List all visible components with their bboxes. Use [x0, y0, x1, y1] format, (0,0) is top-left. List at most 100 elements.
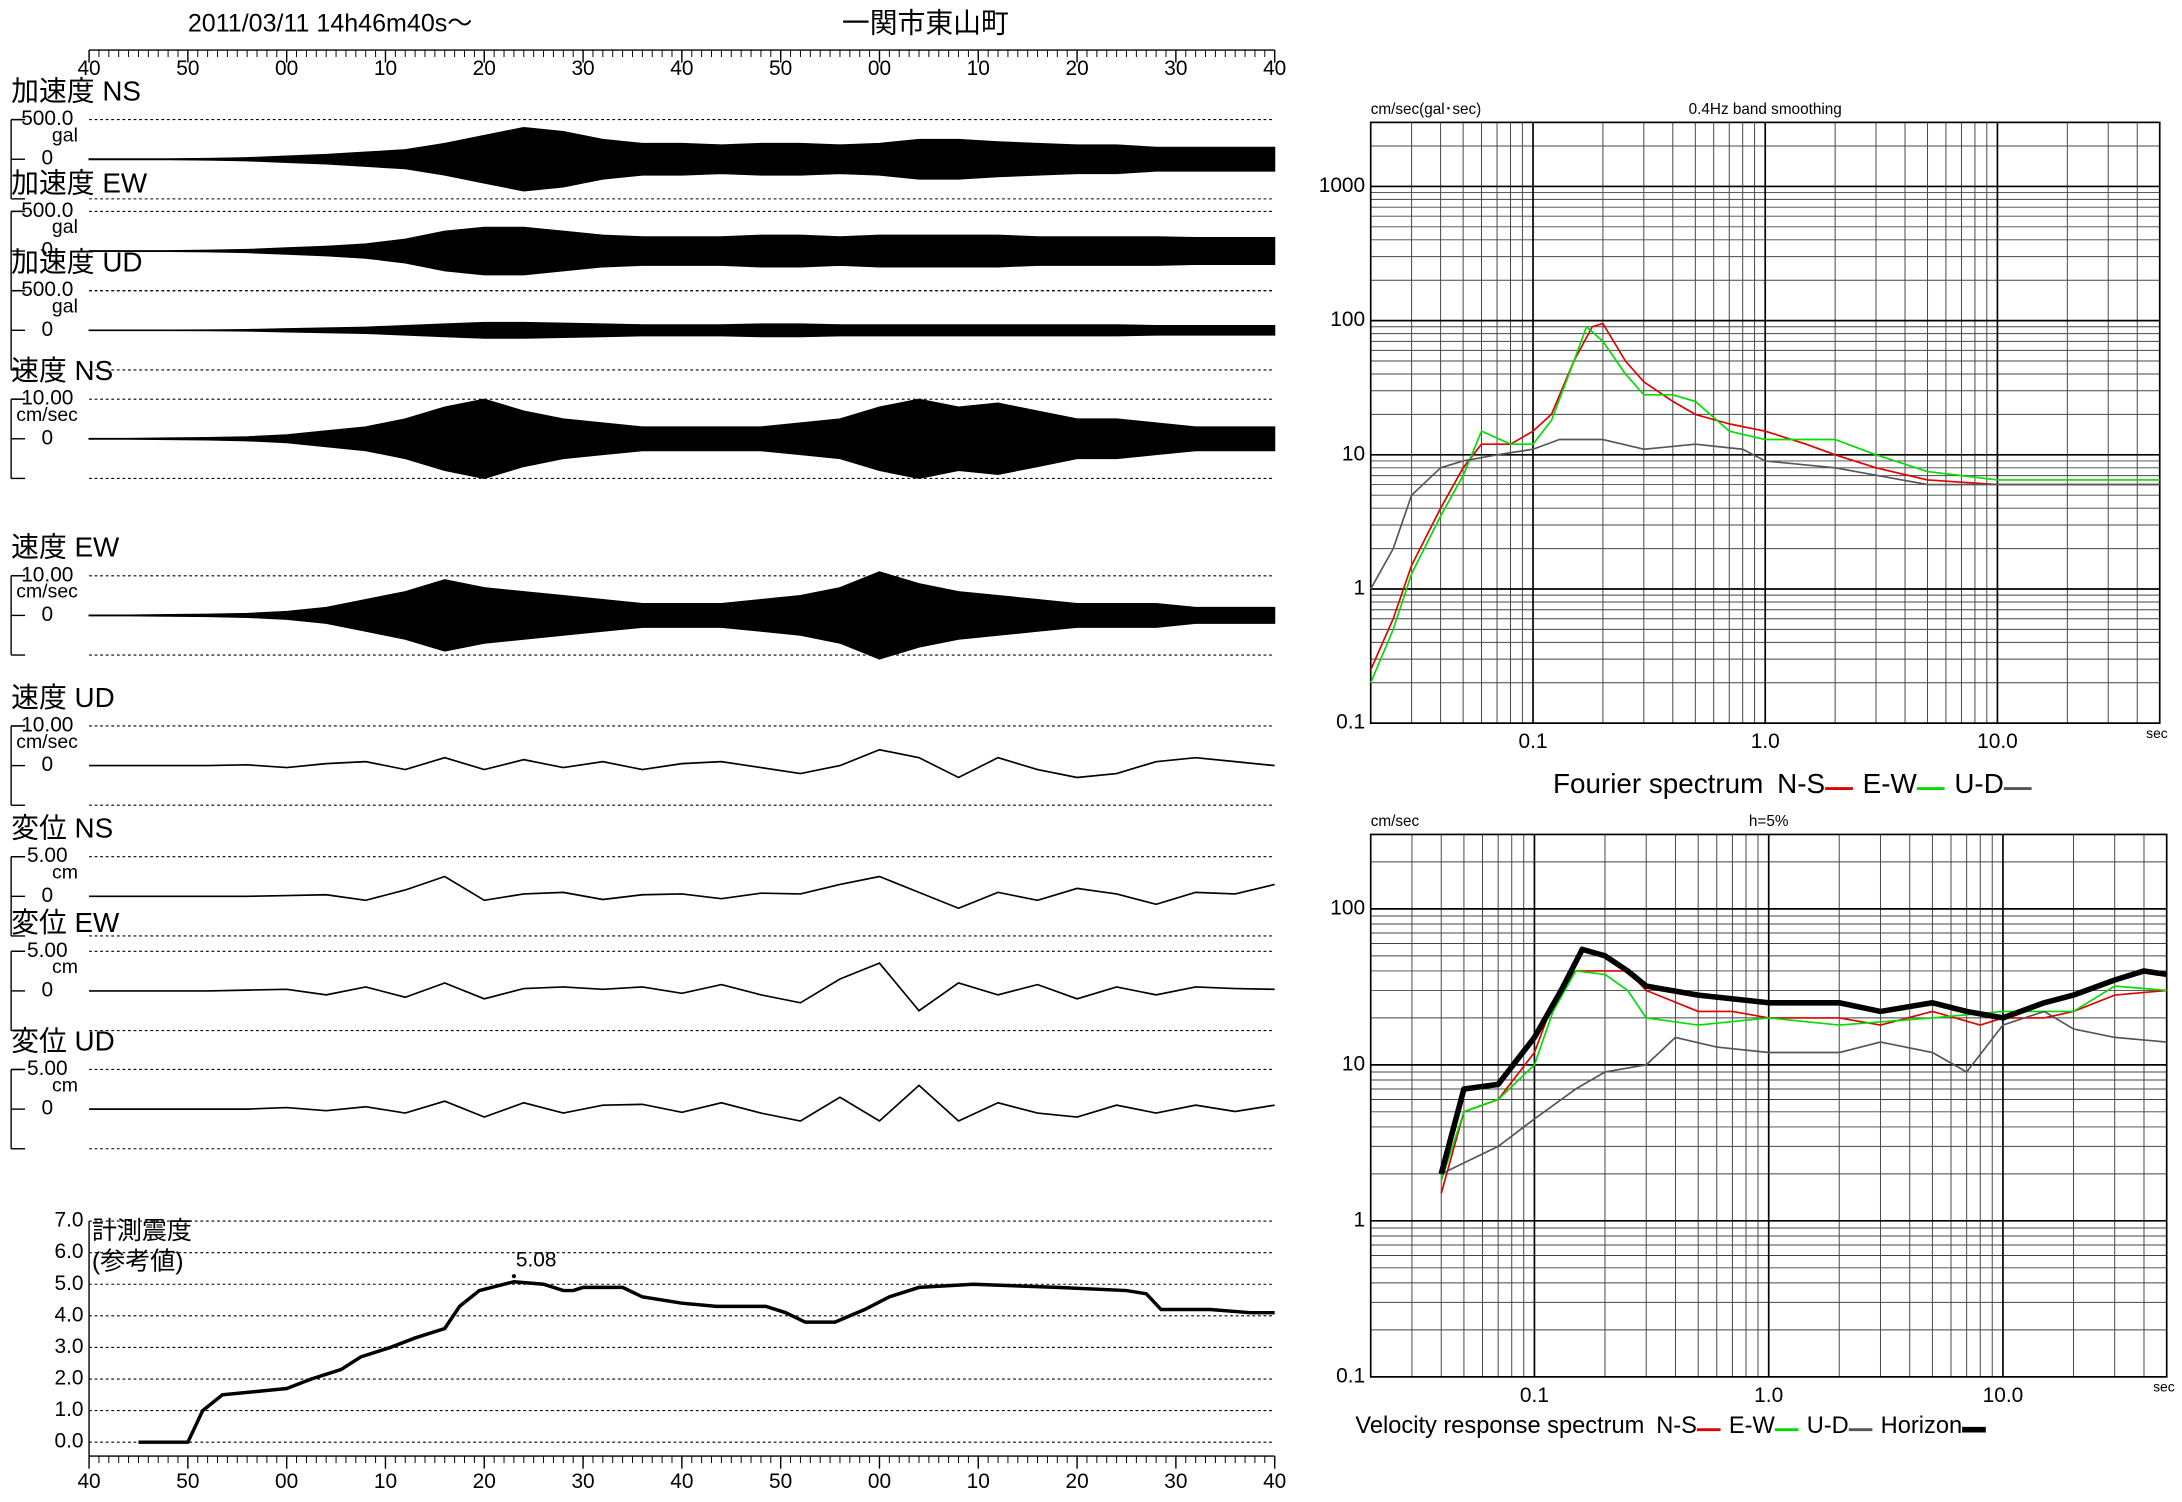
panel-label: 加速度 NS	[11, 76, 141, 107]
y-tick-label: 5.00	[27, 939, 68, 962]
panel-label: 加速度 EW	[11, 167, 148, 198]
y-tick-label: 6.0	[54, 1240, 83, 1263]
x-tick-label: 10	[967, 1470, 990, 1493]
waveform-line	[89, 875, 1275, 910]
chart-title: 2011/03/11 14h46m40s〜	[188, 10, 472, 38]
x-axis-label: sec	[2146, 725, 2168, 741]
x-tick-label: 10.0	[1977, 730, 2018, 753]
panel-label: 速度 NS	[11, 355, 113, 386]
legend-label: N-S	[1656, 1413, 1697, 1439]
waveform-envelope	[88, 571, 1276, 660]
x-tick-label: 30	[1164, 1470, 1187, 1493]
chart-subtitle: 0.4Hz band smoothing	[1689, 101, 1842, 118]
x-tick-label: 50	[176, 1470, 199, 1493]
x-tick-label: 00	[275, 57, 298, 80]
y-tick-label: 0	[42, 603, 54, 626]
y-tick-label: 0	[42, 239, 54, 262]
x-axis-label: sec	[2153, 1379, 2175, 1395]
legend-label: E-W	[1863, 768, 1918, 799]
station-name: 一関市東山町	[842, 7, 1009, 38]
x-tick-label: 40	[77, 1470, 100, 1493]
x-tick-label: 20	[473, 57, 496, 80]
legend-label: U-D	[1954, 768, 2003, 799]
panel-unit: cm	[52, 956, 78, 978]
x-tick-label: 10	[374, 1470, 397, 1493]
x-tick-label: 10	[967, 57, 990, 80]
x-tick-label: 0.1	[1519, 730, 1548, 753]
x-tick-label: 20	[473, 1470, 496, 1493]
panel-label: 変位 EW	[11, 907, 120, 938]
y-tick-label: 1000	[1319, 174, 1365, 197]
panel-label: 速度 UD	[11, 682, 115, 713]
x-tick-label: 50	[769, 57, 792, 80]
x-tick-label: 40	[1263, 1470, 1286, 1493]
waveform-envelope	[88, 398, 1276, 479]
y-tick-label: 0	[42, 884, 54, 907]
y-tick-label: 500.0	[21, 278, 73, 301]
x-tick-label: 40	[670, 1470, 693, 1493]
x-tick-label: 30	[571, 57, 594, 80]
y-tick-label: 0	[42, 1097, 54, 1120]
panel-label: 加速度 UD	[11, 247, 142, 278]
spectrum-line	[1440, 1010, 2167, 1175]
y-tick-label: 7.0	[54, 1209, 83, 1232]
chart-title: 計測震度	[92, 1217, 192, 1245]
x-tick-label: 10.0	[1983, 1384, 2024, 1407]
y-tick-label: 10.00	[21, 563, 73, 586]
panel-unit: cm	[52, 862, 78, 884]
x-tick-label: 40	[670, 57, 693, 80]
legend-label: U-D	[1807, 1413, 1849, 1439]
y-tick-label: 0	[42, 753, 54, 776]
waveform-line	[89, 962, 1275, 1012]
x-tick-label: 40	[1263, 57, 1286, 80]
x-tick-label: 00	[868, 1470, 891, 1493]
panel-unit: cm/sec	[16, 581, 78, 603]
spectrum-line	[1438, 946, 2168, 1175]
panel-unit: cm/sec	[16, 404, 78, 426]
y-tick-label: 3.0	[54, 1335, 83, 1358]
axis-unit: cm/sec	[1371, 813, 1420, 830]
intensity-line	[138, 1279, 1275, 1444]
y-tick-label: 0	[42, 978, 54, 1001]
waveform-envelope	[88, 126, 1276, 192]
panel-label: 速度 EW	[11, 532, 120, 563]
y-tick-label: 0.1	[1336, 1364, 1365, 1387]
y-tick-label: 10	[1342, 1052, 1365, 1075]
y-tick-label: 0.1	[1336, 711, 1365, 734]
y-tick-label: 5.00	[27, 1057, 68, 1080]
x-tick-label: 40	[77, 57, 100, 80]
x-tick-label: 20	[1065, 57, 1088, 80]
spectrum-line	[1369, 322, 2160, 671]
panel-unit: gal	[52, 216, 78, 238]
y-tick-label: 5.0	[54, 1272, 83, 1295]
x-tick-label: 0.1	[1520, 1384, 1549, 1407]
y-tick-label: 10.00	[21, 387, 73, 410]
y-tick-label: 0	[42, 147, 54, 170]
panel-unit: gal	[52, 124, 78, 146]
y-tick-label: 500.0	[21, 107, 73, 130]
y-tick-label: 10	[1342, 442, 1365, 465]
y-tick-label: 1.0	[54, 1398, 83, 1421]
y-tick-label: 1	[1354, 1208, 1366, 1231]
peak-label: 5.08	[516, 1248, 557, 1271]
x-tick-label: 00	[275, 1470, 298, 1493]
panel-unit: cm	[52, 1074, 78, 1096]
x-tick-label: 50	[176, 57, 199, 80]
legend-title: Velocity response spectrum	[1355, 1413, 1644, 1439]
x-tick-label: 30	[1164, 57, 1187, 80]
spectrum-line	[1440, 970, 2167, 1194]
x-tick-label: 00	[868, 57, 891, 80]
legend-label: E-W	[1729, 1413, 1776, 1439]
y-tick-label: 2.0	[54, 1367, 83, 1390]
panel-unit: gal	[52, 295, 78, 317]
legend-title: Fourier spectrum	[1553, 768, 1763, 799]
y-tick-label: 4.0	[54, 1303, 83, 1326]
waveform-line	[89, 748, 1275, 779]
x-tick-label: 20	[1065, 1470, 1088, 1493]
legend-label: N-S	[1777, 768, 1825, 799]
panel-label: 変位 UD	[11, 1025, 115, 1056]
y-tick-label: 100	[1330, 308, 1365, 331]
peak-marker	[511, 1274, 516, 1279]
spectrum-line	[1369, 438, 2160, 590]
y-tick-label: 10.00	[21, 713, 73, 736]
